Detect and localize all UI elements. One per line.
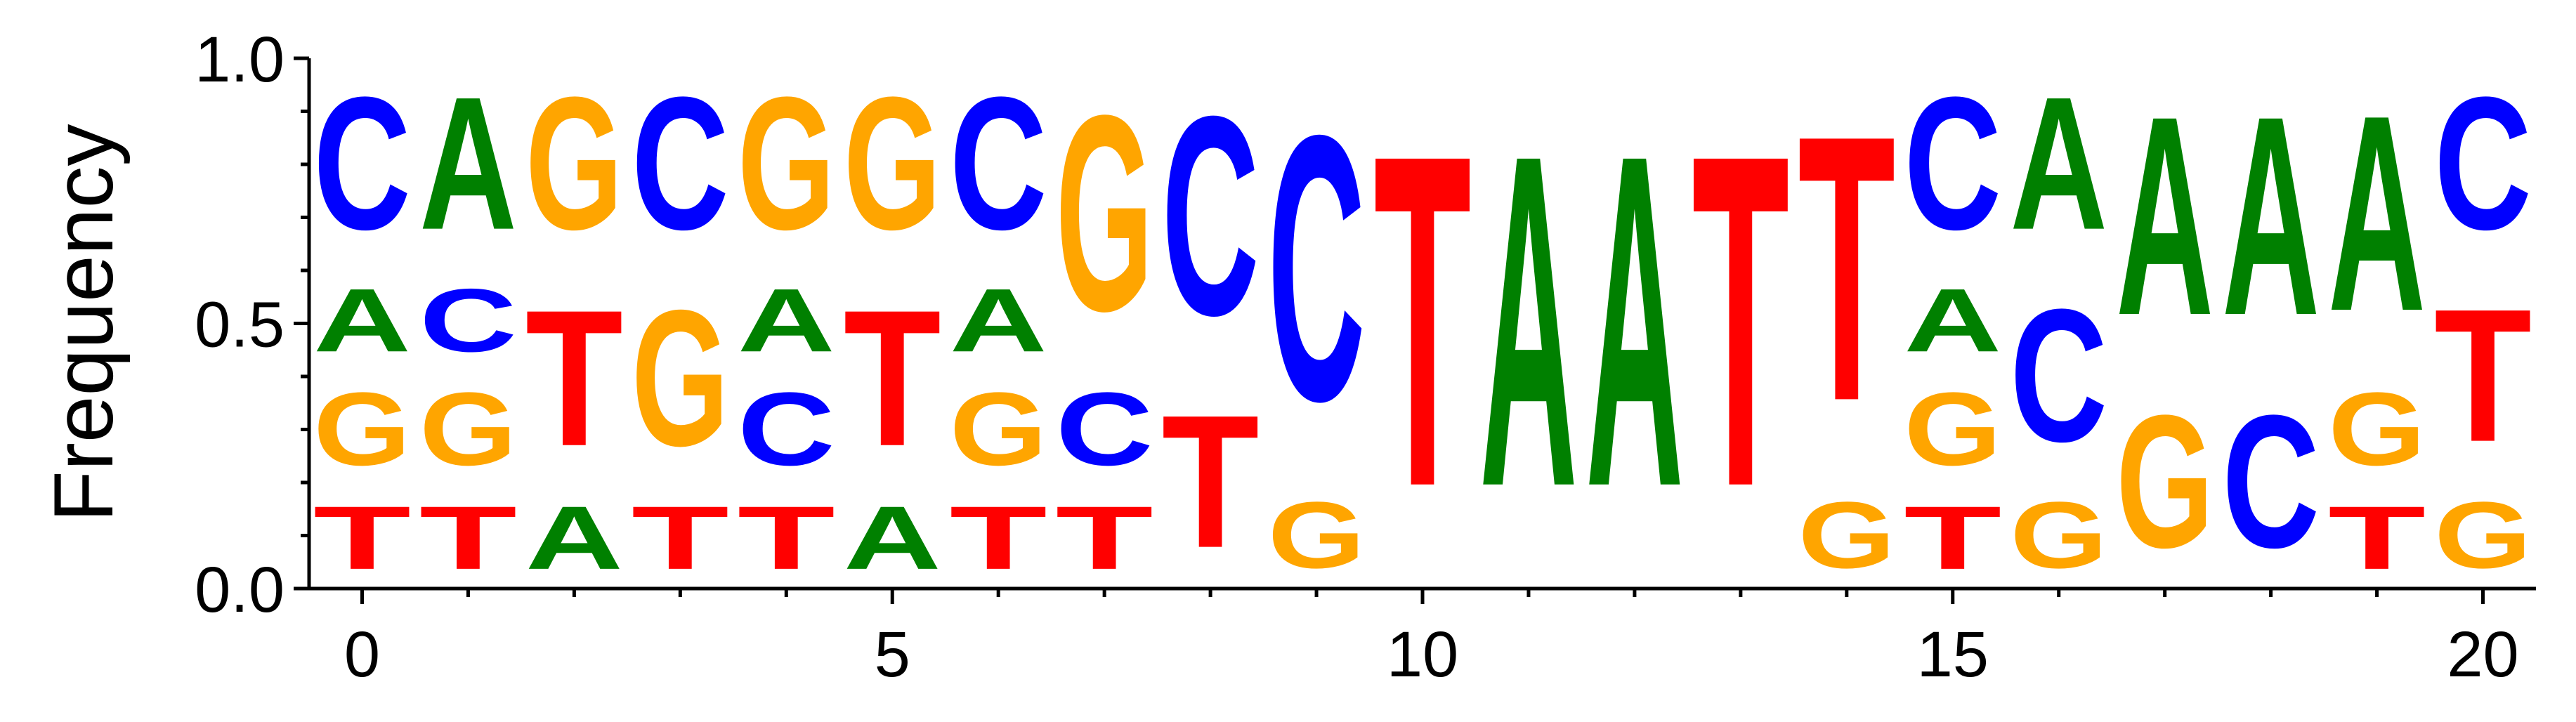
logo-letter-T-pos-3: T bbox=[632, 488, 729, 589]
logo-letter-A-pos-11: A bbox=[1480, 56, 1578, 585]
logo-letter-A-pos-16: A bbox=[2010, 58, 2107, 270]
logo-letter-G-pos-1: G bbox=[419, 370, 517, 487]
logo-letter-A-pos-5: A bbox=[844, 487, 941, 588]
logo-letter-C-pos-1: C bbox=[419, 270, 517, 370]
logo-letter-C-pos-4: C bbox=[738, 372, 835, 487]
logo-letter-T-pos-13: T bbox=[1692, 56, 1789, 585]
logo-letter-C-pos-15: C bbox=[1904, 58, 2001, 270]
logo-letter-C-pos-0: C bbox=[313, 58, 411, 270]
logo-letter-T-pos-19: T bbox=[2328, 488, 2426, 589]
logo-letter-A-pos-6: A bbox=[950, 270, 1047, 370]
logo-letter-T-pos-1: T bbox=[419, 488, 517, 589]
x-tick-label: 10 bbox=[1387, 619, 1458, 690]
x-tick-label: 15 bbox=[1917, 619, 1989, 690]
logo-letter-T-pos-4: T bbox=[738, 488, 835, 589]
logo-letter-C-pos-7: C bbox=[1056, 372, 1153, 487]
y-tick-label: 0.5 bbox=[195, 289, 285, 361]
logo-letter-C-pos-20: C bbox=[2434, 58, 2532, 270]
x-tick-label: 20 bbox=[2447, 619, 2518, 690]
logo-letter-T-pos-15: T bbox=[1904, 488, 2001, 589]
logo-letter-G-pos-9: G bbox=[1268, 482, 1366, 588]
y-tick-label: 1.0 bbox=[195, 24, 285, 96]
logo-letter-G-pos-17: G bbox=[2116, 376, 2214, 588]
y-tick-label: 0.0 bbox=[195, 554, 285, 626]
logo-letter-G-pos-6: G bbox=[950, 370, 1047, 487]
logo-letter-A-pos-1: A bbox=[419, 58, 517, 270]
logo-letter-T-pos-8: T bbox=[1162, 375, 1260, 587]
logo-letter-T-pos-5: T bbox=[844, 270, 941, 487]
logo-letter-T-pos-20: T bbox=[2434, 269, 2532, 481]
logo-letter-G-pos-4: G bbox=[738, 58, 835, 270]
logo-letter-C-pos-18: C bbox=[2222, 376, 2320, 588]
logo-letter-G-pos-14: G bbox=[1798, 482, 1895, 588]
logo-letter-A-pos-12: A bbox=[1586, 56, 1683, 585]
logo-letter-C-pos-6: C bbox=[950, 58, 1047, 270]
logo-letter-G-pos-7: G bbox=[1056, 58, 1153, 369]
logo-letter-T-pos-14: T bbox=[1798, 56, 1895, 480]
logo-letter-T-pos-10: T bbox=[1374, 56, 1472, 585]
logo-letter-C-pos-8: C bbox=[1162, 58, 1260, 375]
logo-letter-A-pos-4: A bbox=[738, 270, 835, 370]
logo-letter-G-pos-2: G bbox=[525, 58, 623, 270]
ticks: 0.0 0.5 1.0 0 5 10 15 20 bbox=[195, 24, 2519, 690]
logo-letter-T-pos-6: T bbox=[950, 488, 1047, 589]
logo-letter-A-pos-15: A bbox=[1904, 270, 2001, 370]
x-tick-label: 0 bbox=[344, 619, 380, 690]
logo-letter-T-pos-0: T bbox=[313, 488, 411, 589]
logo-letter-C-pos-9: C bbox=[1268, 57, 1366, 480]
logo-letter-C-pos-16: C bbox=[2010, 270, 2107, 482]
logo-letter-C-pos-3: C bbox=[632, 58, 729, 270]
y-axis-title: Frequency bbox=[37, 124, 131, 523]
x-tick-label: 5 bbox=[875, 619, 910, 690]
logo-letter-G-pos-0: G bbox=[313, 370, 411, 487]
logo-letter-T-pos-7: T bbox=[1056, 488, 1153, 589]
logo-letter-A-pos-0: A bbox=[313, 270, 411, 370]
logo-letter-G-pos-19: G bbox=[2328, 370, 2426, 487]
logo-letter-A-pos-2: A bbox=[525, 487, 623, 588]
logo-letter-T-pos-2: T bbox=[525, 270, 623, 487]
logo-letter-A-pos-18: A bbox=[2222, 58, 2320, 375]
logo-letter-G-pos-15: G bbox=[1904, 370, 2001, 487]
logo-letter-A-pos-17: A bbox=[2116, 58, 2214, 375]
logo-letter-G-pos-16: G bbox=[2010, 482, 2107, 588]
logo-letter-A-pos-19: A bbox=[2328, 58, 2426, 369]
logo-letter-G-pos-5: G bbox=[844, 58, 941, 270]
logo-letter-G-pos-3: G bbox=[632, 270, 729, 487]
logo-letter-G-pos-20: G bbox=[2434, 482, 2532, 588]
